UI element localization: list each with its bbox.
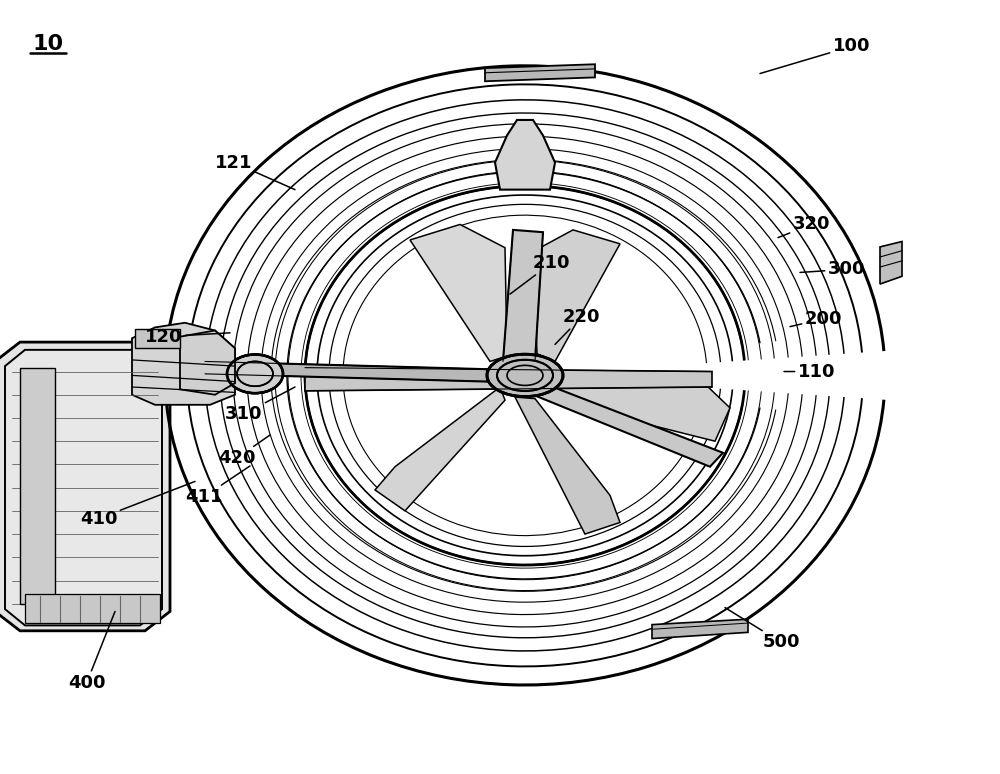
Polygon shape [545, 379, 730, 441]
Text: 400: 400 [68, 611, 115, 692]
Polygon shape [375, 387, 505, 511]
Polygon shape [5, 350, 162, 625]
Polygon shape [0, 342, 170, 631]
Polygon shape [180, 330, 235, 395]
Text: 410: 410 [80, 481, 195, 528]
Text: 121: 121 [215, 153, 295, 190]
Polygon shape [515, 397, 620, 534]
Polygon shape [305, 368, 712, 391]
Text: 210: 210 [510, 254, 570, 294]
Text: 110: 110 [784, 362, 835, 381]
Text: 120: 120 [145, 327, 230, 346]
Text: 200: 200 [790, 310, 842, 328]
Text: 320: 320 [778, 215, 830, 238]
Polygon shape [485, 64, 595, 81]
Polygon shape [205, 361, 487, 382]
Polygon shape [132, 323, 235, 405]
Text: 500: 500 [725, 608, 800, 652]
Text: 220: 220 [555, 308, 600, 344]
Polygon shape [533, 230, 620, 361]
Polygon shape [652, 619, 748, 639]
Ellipse shape [487, 354, 563, 396]
Text: 420: 420 [218, 435, 270, 467]
Polygon shape [495, 120, 555, 190]
Polygon shape [135, 329, 180, 348]
Ellipse shape [227, 354, 283, 393]
Polygon shape [410, 224, 507, 361]
Polygon shape [880, 241, 902, 284]
Text: 300: 300 [800, 260, 865, 279]
Text: 10: 10 [32, 34, 64, 54]
Text: 100: 100 [760, 37, 870, 74]
Polygon shape [25, 594, 160, 623]
Text: 411: 411 [185, 466, 250, 506]
Polygon shape [503, 230, 543, 361]
Polygon shape [535, 383, 723, 467]
Polygon shape [20, 368, 55, 604]
Text: 310: 310 [225, 387, 295, 423]
